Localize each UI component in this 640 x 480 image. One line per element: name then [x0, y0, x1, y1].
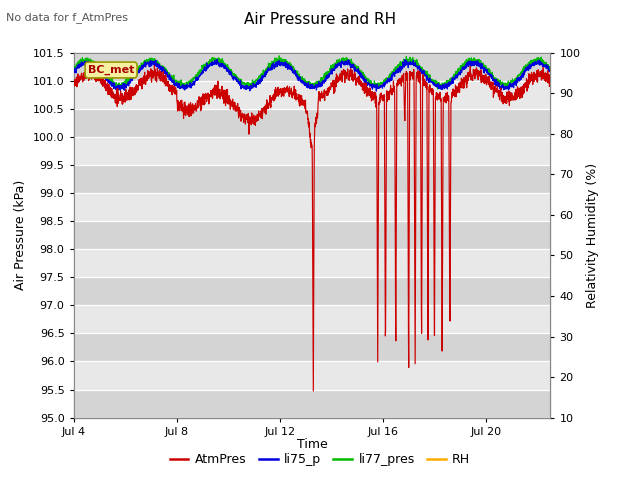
Bar — [74, 221, 550, 249]
Bar — [74, 165, 550, 193]
Bar — [74, 81, 550, 109]
Bar — [74, 361, 550, 390]
Text: Air Pressure and RH: Air Pressure and RH — [244, 12, 396, 27]
Bar — [74, 53, 550, 81]
Text: BC_met: BC_met — [88, 65, 134, 75]
Legend: AtmPres, li75_p, li77_pres, RH: AtmPres, li75_p, li77_pres, RH — [164, 448, 476, 471]
Bar — [74, 390, 550, 418]
Text: No data for f_AtmPres: No data for f_AtmPres — [6, 12, 129, 23]
Bar — [74, 334, 550, 361]
Y-axis label: Relativity Humidity (%): Relativity Humidity (%) — [586, 163, 599, 308]
Bar — [74, 305, 550, 334]
Bar — [74, 137, 550, 165]
Bar — [74, 193, 550, 221]
Bar — [74, 277, 550, 305]
Bar — [74, 249, 550, 277]
Y-axis label: Air Pressure (kPa): Air Pressure (kPa) — [14, 180, 28, 290]
X-axis label: Time: Time — [296, 438, 328, 451]
Bar — [74, 109, 550, 137]
